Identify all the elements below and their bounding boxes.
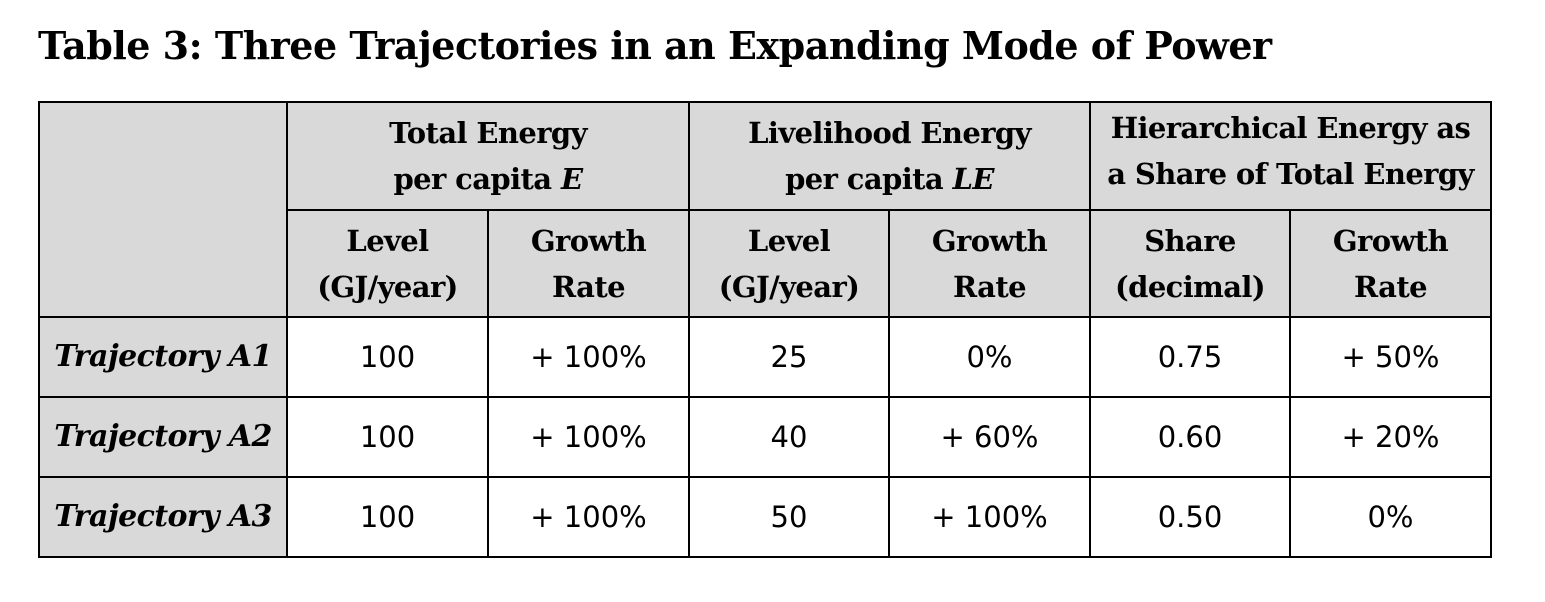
subheader-hierarchical-growth: Growth Rate [1289,209,1492,318]
group-header-livelihood-energy: Livelihood Energy per capita LE [688,101,1091,211]
table-cell: 100 [286,476,489,558]
table-cell: 0% [1289,476,1492,558]
subheader-line1: Growth [530,223,647,258]
group-header-line1: Livelihood Energy [748,116,1031,150]
subheader-line2: Rate [1353,269,1428,304]
table-cell: 100 [286,316,489,398]
subheader-total-level: Level (GJ/year) [286,209,489,318]
table-cell: + 100% [888,476,1091,558]
group-header-symbol: E [561,162,583,196]
table-row: Trajectory A1 100 + 100% 25 0% 0.75 + 50… [38,316,1492,398]
group-header-line1: Total Energy [389,116,587,150]
subheader-livelihood-level: Level (GJ/year) [688,209,890,318]
group-header-line2-text: per capita [785,162,953,196]
row-label: Trajectory A3 [38,476,288,558]
subheader-line1: Growth [1332,223,1449,258]
table-cell: + 50% [1289,316,1492,398]
group-header-line2: per capita LE [690,156,1089,202]
group-header-row: Total Energy per capita E Livelihood Ene… [38,101,1492,318]
subheader-line1: Level [346,223,429,258]
subheader-hierarchical-share: Share (decimal) [1089,209,1291,318]
table-cell: 50 [688,476,890,558]
row-label: Trajectory A1 [38,316,288,398]
subheader-line2: Rate [952,269,1027,304]
subheader-line2: (decimal) [1115,269,1266,304]
trajectories-table: Total Energy per capita E Livelihood Ene… [38,101,1492,558]
subheader-line1: Level [747,223,831,258]
table-row: Trajectory A2 100 + 100% 40 + 60% 0.60 +… [38,396,1492,478]
subheader-total-growth: Growth Rate [487,209,690,318]
table-cell: + 60% [888,396,1091,478]
table-cell: 0% [888,316,1091,398]
row-label: Trajectory A2 [38,396,288,478]
table-cell: 25 [688,316,890,398]
table-title: Table 3: Three Trajectories in an Expand… [38,23,1272,68]
subheader-line2: Rate [551,269,626,304]
group-header-line2-text: a Share of Total Energy [1107,157,1474,191]
group-header-line1: Hierarchical Energy as [1110,111,1471,145]
subheader-line1: Growth [931,223,1048,258]
group-header-line2-text: per capita [393,162,561,196]
subheader-line2: (GJ/year) [718,269,860,304]
table-cell: + 100% [487,316,690,398]
group-header-total-energy: Total Energy per capita E [286,101,690,211]
table-cell: 100 [286,396,489,478]
subheader-line2: (GJ/year) [317,269,458,304]
table-cell: + 100% [487,396,690,478]
corner-cell [38,101,288,318]
table-cell: 0.60 [1089,396,1291,478]
group-header-line2: per capita E [288,156,688,202]
subheader-line1: Share [1144,223,1236,258]
group-header-hierarchical-energy: Hierarchical Energy as a Share of Total … [1089,101,1492,211]
sub-header-row: Level (GJ/year) Growth Rate Level (GJ/ye… [39,209,1492,318]
table-cell: + 20% [1289,396,1492,478]
group-header-line2: a Share of Total Energy [1091,151,1490,197]
table-cell: 40 [688,396,890,478]
subheader-livelihood-growth: Growth Rate [888,209,1091,318]
table-row: Trajectory A3 100 + 100% 50 + 100% 0.50 … [38,476,1492,558]
table-cell: + 100% [487,476,690,558]
table-cell: 0.50 [1089,476,1291,558]
group-header-symbol: LE [952,162,995,196]
table-cell: 0.75 [1089,316,1291,398]
